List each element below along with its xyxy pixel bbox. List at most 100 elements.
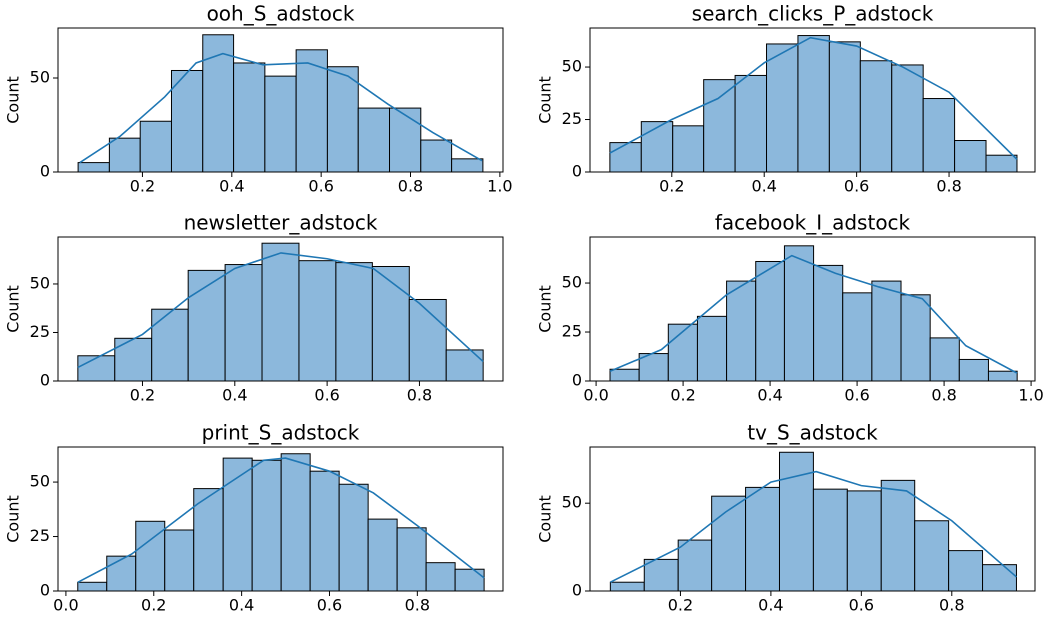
bar: [640, 121, 674, 173]
bar: [677, 539, 713, 592]
bar: [425, 562, 456, 592]
x-tick-label: 0.0: [53, 596, 78, 615]
x-tick-label: 1.0: [1018, 386, 1043, 405]
bar: [371, 265, 410, 382]
y-tick-label: 0: [572, 581, 582, 600]
bar: [812, 488, 848, 592]
bar: [295, 49, 328, 173]
kde-line: [79, 52, 483, 164]
x-tick-label: 0.2: [668, 596, 693, 615]
bar: [367, 518, 398, 592]
bar: [672, 125, 705, 173]
y-tick-label: 25: [562, 109, 582, 128]
bar: [335, 262, 373, 382]
x-tick-label: 0.0: [583, 386, 608, 405]
bar: [985, 154, 1018, 173]
bar: [224, 264, 263, 382]
x-tick-label: 0.6: [314, 386, 339, 405]
x-tick-label: 0.8: [398, 177, 423, 196]
x-tick-label: 0.4: [219, 177, 244, 196]
bar: [338, 483, 369, 592]
bar: [891, 64, 924, 173]
bar: [454, 568, 485, 592]
bar: [445, 349, 484, 382]
x-tick-label: 0.2: [670, 386, 695, 405]
kde-line: [77, 252, 484, 369]
bar: [187, 269, 226, 382]
panel: ooh_S_adstock Count 0 50 0.2 0.4 0.6 0.8 1.0: [4, 2, 513, 196]
kde-line: [609, 36, 1018, 160]
x-tick-label: 0.4: [758, 596, 783, 615]
y-tick-label: 0: [572, 162, 582, 181]
x-tick-label: 0.6: [308, 177, 333, 196]
bar: [783, 245, 815, 382]
y-tick-label: 50: [30, 68, 50, 87]
panel: tv_S_adstock Count 0 50 0.2 0.4 0.6 0.8: [536, 421, 1036, 615]
y-tick-label: 50: [562, 493, 582, 512]
bar: [396, 527, 427, 592]
panel-title: newsletter_adstock: [184, 211, 378, 235]
axes-frame: [57, 27, 504, 173]
bar: [842, 292, 873, 382]
x-tick-label: 0.4: [757, 386, 782, 405]
x-tick-label: 0.2: [141, 596, 166, 615]
y-tick-label: 25: [562, 322, 582, 341]
bar: [813, 264, 844, 382]
bar: [202, 34, 235, 173]
bar: [139, 120, 172, 173]
y-axis-label: Count: [536, 76, 555, 124]
bar: [846, 490, 882, 592]
bar: [987, 370, 1018, 382]
x-tick-label: 0.4: [229, 596, 254, 615]
x-tick-label: 0.6: [849, 596, 874, 615]
x-tick-label: 0.8: [407, 386, 432, 405]
y-tick-label: 50: [562, 57, 582, 76]
bar: [828, 41, 861, 173]
bar: [726, 280, 757, 382]
bar: [880, 479, 916, 592]
kde-line: [609, 254, 1018, 374]
bar: [408, 298, 447, 382]
kde-line: [77, 457, 485, 583]
x-tick-label: 0.6: [844, 177, 869, 196]
y-axis-label: Count: [536, 495, 555, 543]
bar: [261, 242, 300, 382]
bar: [77, 581, 108, 592]
panel-title: print_S_adstock: [202, 421, 360, 445]
panel-title: tv_S_adstock: [747, 421, 878, 445]
bar: [929, 337, 960, 382]
bar: [451, 158, 484, 173]
bar: [164, 529, 195, 592]
axes-frame: [57, 446, 504, 592]
panel: newsletter_adstock Count 0 25 50 0.2 0.4 0.6 0.8: [4, 211, 504, 405]
bar: [797, 35, 830, 173]
bar: [77, 162, 110, 173]
bar: [609, 142, 642, 173]
x-tick-label: 0.8: [936, 177, 961, 196]
bar: [420, 139, 453, 173]
bar: [948, 550, 984, 592]
bar: [280, 453, 311, 592]
y-axis-label: Count: [4, 495, 23, 543]
x-tick-label: 0.8: [939, 596, 964, 615]
bar: [389, 107, 422, 173]
y-tick-label: 50: [562, 273, 582, 292]
x-tick-label: 0.6: [844, 386, 869, 405]
bar: [233, 62, 266, 173]
bar: [703, 79, 736, 173]
y-tick-label: 50: [30, 273, 50, 292]
x-tick-label: 0.2: [130, 177, 155, 196]
panel-title: search_clicks_P_adstock: [692, 2, 934, 26]
x-tick-label: 0.6: [317, 596, 342, 615]
bar: [900, 294, 931, 382]
bar: [609, 368, 640, 382]
bar: [106, 555, 137, 592]
bar: [922, 98, 956, 173]
x-tick-label: 0.4: [222, 386, 247, 405]
axes-frame: [57, 236, 504, 382]
bar: [711, 495, 747, 592]
bar: [766, 43, 799, 173]
bar: [982, 564, 1017, 592]
axes-frame: [589, 446, 1036, 592]
